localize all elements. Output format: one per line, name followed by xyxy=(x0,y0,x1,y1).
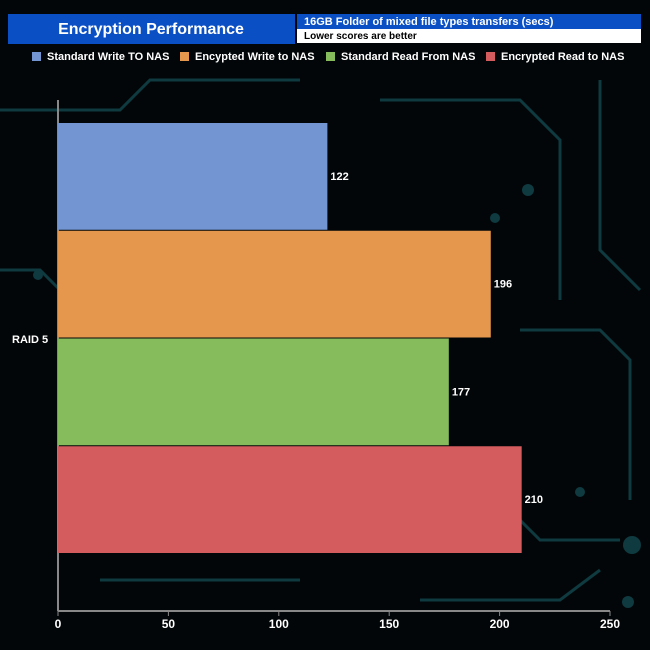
legend-label: Encrypted Read to NAS xyxy=(501,51,624,63)
bar xyxy=(58,123,328,230)
legend-label: Encypted Write to NAS xyxy=(195,51,315,63)
subtitle: 16GB Folder of mixed file types transfer… xyxy=(304,16,554,28)
legend-label: Standard Read From NAS xyxy=(341,51,475,63)
x-tick-label: 250 xyxy=(600,617,620,631)
bar xyxy=(58,230,491,338)
note-box xyxy=(297,29,641,43)
x-tick-label: 100 xyxy=(269,617,289,631)
legend-label: Standard Write TO NAS xyxy=(47,51,169,63)
bar xyxy=(58,338,449,446)
bar xyxy=(58,446,522,553)
note: Lower scores are better xyxy=(304,31,417,42)
x-tick-label: 200 xyxy=(490,617,510,631)
data-label: 196 xyxy=(494,279,512,291)
x-tick-label: 0 xyxy=(55,617,62,631)
subtitle-box xyxy=(297,14,641,29)
legend-swatch xyxy=(180,52,189,61)
data-label: 210 xyxy=(525,494,543,506)
data-label: 122 xyxy=(330,171,348,183)
legend-swatch xyxy=(486,52,495,61)
legend-swatch xyxy=(326,52,335,61)
x-tick-label: 150 xyxy=(379,617,399,631)
chart-title: Encryption Performance xyxy=(58,21,244,38)
title-box xyxy=(8,14,295,44)
x-tick-label: 50 xyxy=(162,617,176,631)
data-label: 177 xyxy=(452,386,470,398)
category-label: RAID 5 xyxy=(12,334,48,346)
legend-swatch xyxy=(32,52,41,61)
circuit-decoration xyxy=(0,78,642,608)
